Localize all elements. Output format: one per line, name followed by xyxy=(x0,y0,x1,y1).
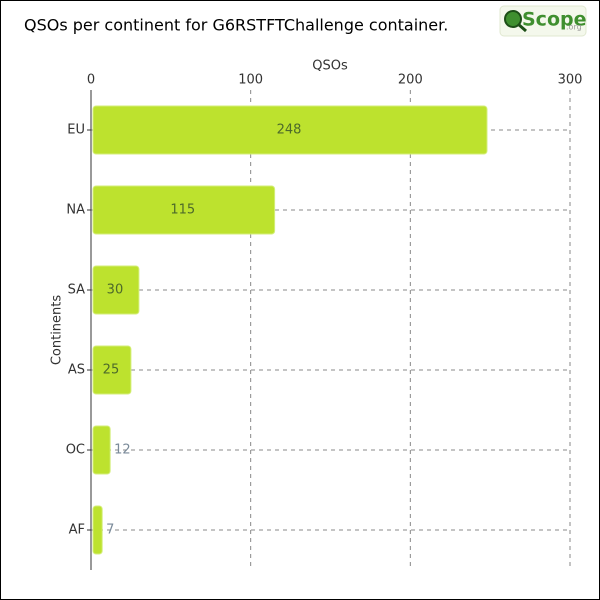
chart-title: QSOs per continent for G6RSTFTChallenge … xyxy=(24,16,448,35)
logo-suffix: .org xyxy=(566,23,582,32)
logo-text: Scope xyxy=(522,9,587,31)
x-tick-label: 100 xyxy=(238,73,263,88)
y-tick-label: SA xyxy=(68,283,85,298)
data-label: 248 xyxy=(277,123,302,138)
bar xyxy=(92,345,132,395)
data-label: 25 xyxy=(103,363,120,378)
data-label: 115 xyxy=(170,203,195,218)
data-label: 30 xyxy=(107,283,124,298)
y-axis-label: Continents xyxy=(50,295,65,366)
bar xyxy=(92,265,140,315)
bar xyxy=(92,105,488,155)
x-axis-label: QSOs xyxy=(312,59,348,74)
bar xyxy=(92,425,111,475)
y-tick-label: NA xyxy=(66,203,85,218)
logo-handle xyxy=(517,22,527,33)
logo-icon xyxy=(504,10,522,28)
data-label: 7 xyxy=(106,523,114,538)
x-tick-label: 300 xyxy=(558,73,583,88)
logo: Scope .org xyxy=(499,5,587,37)
y-tick-label: OC xyxy=(66,443,85,458)
bar xyxy=(92,185,276,235)
y-tick-label: EU xyxy=(67,123,85,138)
data-label: 12 xyxy=(114,443,131,458)
y-tick-label: AF xyxy=(69,523,85,538)
y-tick-label: AS xyxy=(68,363,85,378)
x-tick-label: 200 xyxy=(398,73,423,88)
bar xyxy=(92,505,103,555)
x-tick-label: 0 xyxy=(87,73,95,88)
